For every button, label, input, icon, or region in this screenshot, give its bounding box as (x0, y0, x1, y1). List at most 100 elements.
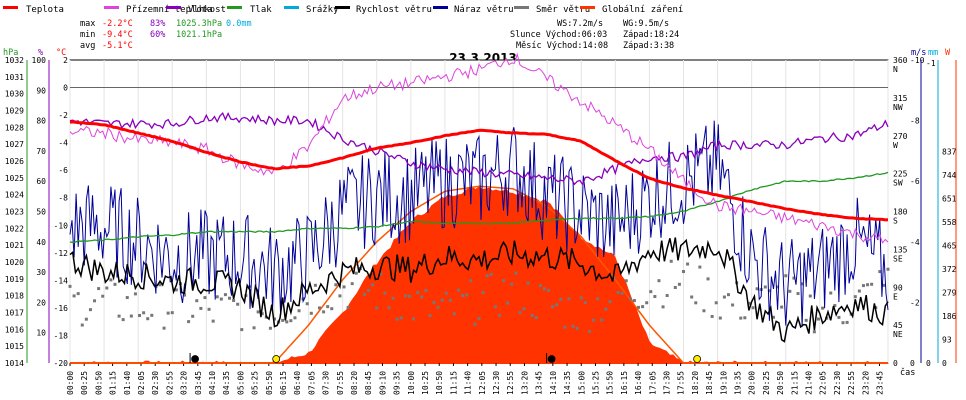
ws-value: WS:7.2m/s (557, 19, 603, 29)
c-tick-label: -8 (58, 194, 68, 203)
series-smer-vetru-point (587, 329, 591, 333)
series-smer-vetru-point (485, 274, 489, 278)
series-smer-vetru-point (657, 279, 661, 283)
series-smer-vetru-point (792, 276, 796, 280)
direction-tick-label: NE (893, 330, 903, 339)
legend-smer: Směr větru (536, 5, 590, 15)
series-smer-vetru-point (326, 305, 330, 309)
series-smer-vetru-point (469, 279, 473, 283)
series-smer-vetru-point (379, 272, 383, 276)
series-smer-vetru-point (448, 298, 452, 302)
series-smer-vetru-point (624, 279, 628, 283)
hpa-tick-label: 1021 (5, 241, 24, 250)
x-tick-label: 06:40 (293, 371, 302, 395)
direction-tick-label: 0 (893, 359, 898, 368)
series-smer-vetru-point (857, 289, 861, 293)
series-teplota (69, 120, 889, 222)
series-smer-vetru-point (72, 294, 76, 298)
hpa-tick-label: 1014 (5, 359, 24, 368)
series-smer-vetru-point (866, 283, 870, 287)
legend-swatch-tlak (227, 6, 242, 9)
x-tick-label: 15:00 (577, 371, 586, 395)
mm-tick-label: -1 (926, 59, 936, 68)
legend-swatch-vlhkost (166, 6, 181, 9)
c-tick-label: -10 (54, 221, 69, 230)
x-tick-label: 21:40 (804, 371, 813, 395)
direction-tick-label: 180 (893, 208, 908, 217)
w-tick-label: 558 (942, 218, 957, 227)
hpa-tick-label: 1023 (5, 208, 24, 217)
series-smer-vetru-point (305, 302, 309, 306)
series-smer-vetru-point (477, 317, 481, 321)
x-tick-label: 11:15 (449, 371, 458, 395)
series-smer-vetru-point (289, 319, 293, 323)
x-tick-label: 16:15 (620, 371, 629, 395)
series-smer-vetru-point (853, 295, 857, 299)
x-tick-label: 03:20 (180, 371, 189, 395)
pct-tick-label: 50 (36, 208, 46, 217)
ms-tick-label: -6 (910, 177, 920, 186)
series-smer-vetru-point (808, 294, 812, 298)
series-smer-vetru-point (150, 313, 154, 317)
series-smer-vetru-point (571, 324, 575, 328)
series-smer-vetru-point (240, 328, 244, 332)
hpa-tick-label: 1017 (5, 309, 24, 318)
x-tick-label: 10:00 (407, 371, 416, 395)
c-tick-label: 2 (63, 56, 68, 65)
pct-tick-label: 100 (32, 56, 47, 65)
series-smer-vetru-point (608, 300, 612, 304)
series-smer-vetru-point (563, 325, 567, 329)
x-tick-label: 13:20 (520, 371, 529, 395)
hpa-tick-label: 1015 (5, 342, 24, 351)
moon-marker (547, 355, 556, 363)
series-smer-vetru-point (497, 313, 501, 317)
series-smer-vetru-point (886, 267, 890, 271)
wg-value: WG:9.5m/s (623, 19, 669, 29)
x-tick-label: 21:15 (790, 371, 799, 395)
series-smer-vetru-point (432, 300, 436, 304)
stat-min-label: min (80, 30, 95, 40)
x-tick-label: 22:30 (833, 371, 842, 395)
c-unit: °C (56, 48, 66, 58)
series-smer-vetru-point (317, 306, 321, 310)
c-tick-label: -2 (58, 111, 68, 120)
stat-precip: 0.0mm (226, 19, 252, 29)
series-smer-vetru-point (199, 306, 203, 310)
series-smer-vetru-point (837, 315, 841, 319)
axis-ticks: 00:00 00:25 00:50 01:15 01:40 02:05 02:30 02:55… (5, 56, 957, 395)
series-vlhkost (69, 111, 889, 186)
series-smer-vetru-point (710, 314, 714, 318)
series-smer-vetru-point (338, 294, 342, 298)
hpa-tick-label: 1028 (5, 123, 24, 132)
stat-max-temp: -2.2°C (102, 19, 133, 29)
c-tick-label: 0 (63, 84, 68, 93)
series-smer-vetru-point (559, 297, 563, 301)
x-tick-label: 20:25 (762, 371, 771, 395)
series-smer-vetru-point (424, 289, 428, 293)
w-tick-label: 279 (942, 289, 957, 298)
pct-tick-label: 90 (36, 86, 46, 95)
x-tick-label: 20:50 (776, 371, 785, 395)
series-smer-vetru-point (117, 314, 121, 318)
series-smer-vetru-point (97, 287, 101, 291)
series-smer-vetru-point (592, 318, 596, 322)
series-smer-vetru-point (547, 288, 551, 292)
series-smer-vetru-point (780, 305, 784, 309)
x-tick-label: 15:25 (591, 371, 600, 395)
c-tick-label: -18 (54, 331, 69, 340)
series-smer-vetru-point (383, 291, 387, 295)
series-smer-vetru-point (694, 301, 698, 305)
series-smer-vetru-point (371, 283, 375, 287)
series-smer-vetru-point (804, 318, 808, 322)
series-smer-vetru-point (88, 308, 92, 312)
series-smer-vetru-point (641, 305, 645, 309)
direction-tick-label: 360 (893, 56, 908, 65)
direction-tick-label: SW (893, 179, 903, 188)
legend-tlak: Tlak (250, 5, 272, 15)
x-tick-label: 05:25 (251, 371, 260, 395)
series-smer-vetru-point (105, 286, 109, 290)
series-smer-vetru-point (841, 321, 845, 325)
series-smer-vetru-point (767, 289, 771, 293)
series-smer-vetru-point (718, 316, 722, 320)
